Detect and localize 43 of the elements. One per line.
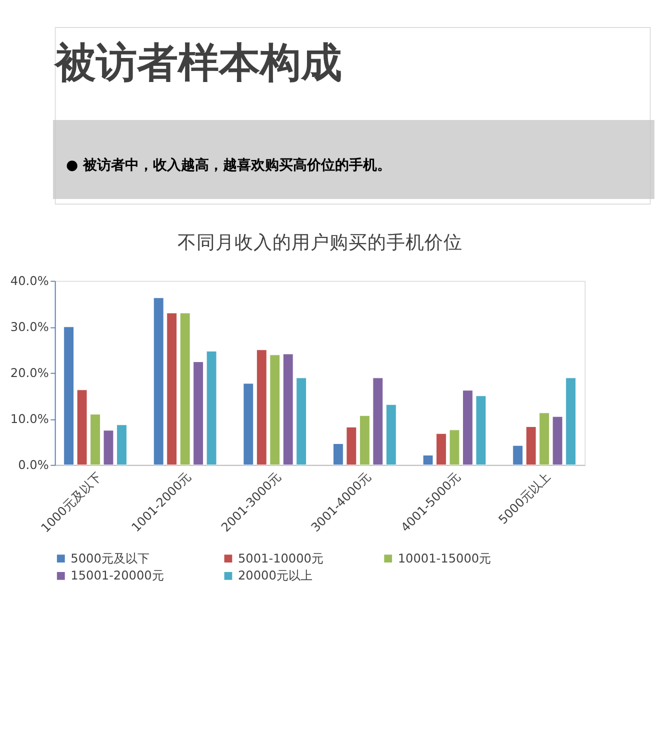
bar — [372, 378, 384, 466]
bar — [296, 378, 307, 466]
y-tick-label: 40.0% — [10, 274, 49, 288]
bar — [103, 430, 114, 466]
legend-label: 20000元以上 — [238, 568, 312, 583]
bar — [552, 416, 563, 466]
bar — [346, 426, 357, 466]
legend-label: 15001-20000元 — [70, 568, 164, 583]
bar — [539, 412, 550, 466]
bar — [422, 454, 434, 466]
y-tick-label: 10.0% — [10, 412, 49, 426]
bar — [566, 378, 576, 466]
bar — [333, 443, 344, 466]
bar — [386, 404, 396, 466]
bar — [526, 426, 536, 466]
bar — [270, 354, 280, 466]
bar — [462, 390, 473, 466]
legend-label: 5000元及以下 — [70, 551, 150, 566]
y-tick-label: 0.0% — [18, 458, 49, 472]
text: ● 被访者中，收入越高，越喜欢购买高价位的手机。 — [66, 156, 392, 174]
bar — [90, 414, 100, 466]
bar — [64, 326, 74, 466]
text: 被访者样本构成 — [52, 38, 342, 86]
bar — [282, 354, 294, 466]
legend-label: 10001-15000元 — [398, 551, 492, 566]
bar — [206, 351, 217, 466]
chart-title: 不同月收入的用户购买的手机价位 — [177, 231, 462, 254]
bar — [512, 445, 524, 466]
bar — [166, 312, 178, 466]
bar — [359, 415, 370, 466]
bar — [449, 430, 460, 466]
bar — [476, 396, 486, 466]
bar — [116, 424, 127, 466]
bar — [243, 383, 254, 466]
y-tick-label: 30.0% — [10, 320, 49, 334]
bar — [256, 350, 267, 466]
bar — [76, 390, 88, 466]
bar — [193, 362, 204, 466]
bar — [153, 298, 164, 466]
y-tick-label: 20.0% — [10, 366, 49, 380]
bar — [180, 312, 190, 466]
legend-label: 5001-10000元 — [238, 551, 324, 566]
bar — [436, 433, 446, 466]
